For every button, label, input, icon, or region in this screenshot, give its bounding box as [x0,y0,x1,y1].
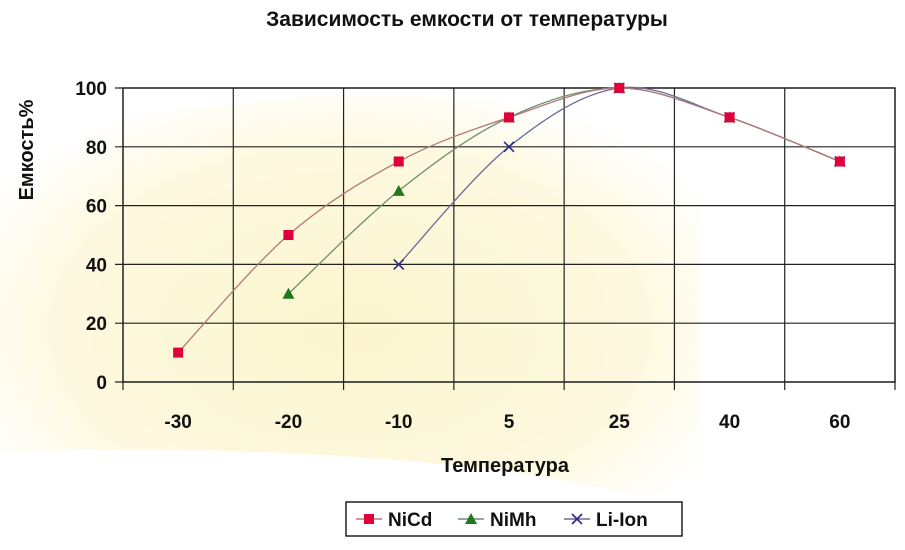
x-tick-label: -10 [385,412,412,433]
background-glow [0,94,700,520]
data-point-nimh [282,287,295,299]
y-tick-label: 0 [96,373,107,394]
data-point-nimh [392,184,405,196]
legend-label-nimh: NiMh [490,510,536,531]
grid [115,87,896,390]
data-point-nicd [504,112,514,123]
legend-label-li-ion: Li-Ion [596,510,648,531]
x-tick-label: 60 [829,412,850,433]
x-tick-label: -20 [275,412,302,433]
y-tick-label: 40 [86,255,107,276]
legend-marker-li-ion [571,513,583,525]
data-point-nicd [283,230,294,240]
legend-marker-nicd [364,514,374,524]
x-tick-label: 25 [609,412,631,433]
legend-label-nicd: NiCd [388,510,432,531]
x-axis-ticks: -30 -20 -10 5 25 40 60 [164,412,850,433]
data-point-nicd [614,83,625,93]
data-point-li-ion-stroke [503,141,515,153]
legend-box [345,501,683,537]
data-point-nicd [724,112,735,123]
y-axis-label: Емкость% [16,99,38,200]
data-point-li-ion [393,258,405,270]
data-point-nicd [834,156,845,167]
x-tick-label: 5 [504,412,515,433]
data-point-nicd [173,347,184,358]
data-point-li-ion [503,141,515,153]
y-tick-label: 60 [86,197,107,218]
y-tick-label: 80 [86,138,107,159]
legend: NiCd NiMh Li-Ion [345,501,683,537]
data-point-li-ion-stroke [393,258,405,270]
series-markers [173,82,846,358]
data-point-nicd [393,156,404,167]
legend-marker-li-ion-stroke [571,513,583,525]
y-axis-ticks: 0 20 40 60 80 100 [75,79,107,394]
y-tick-label: 100 [75,79,107,100]
legend-marker-nimh [465,513,477,524]
x-tick-label: -30 [164,412,191,433]
x-axis-label: Температура [441,455,570,477]
chart-title: Зависимость емкости от температуры [266,8,668,31]
x-tick-label: 40 [719,412,740,433]
y-tick-label: 20 [86,314,107,335]
